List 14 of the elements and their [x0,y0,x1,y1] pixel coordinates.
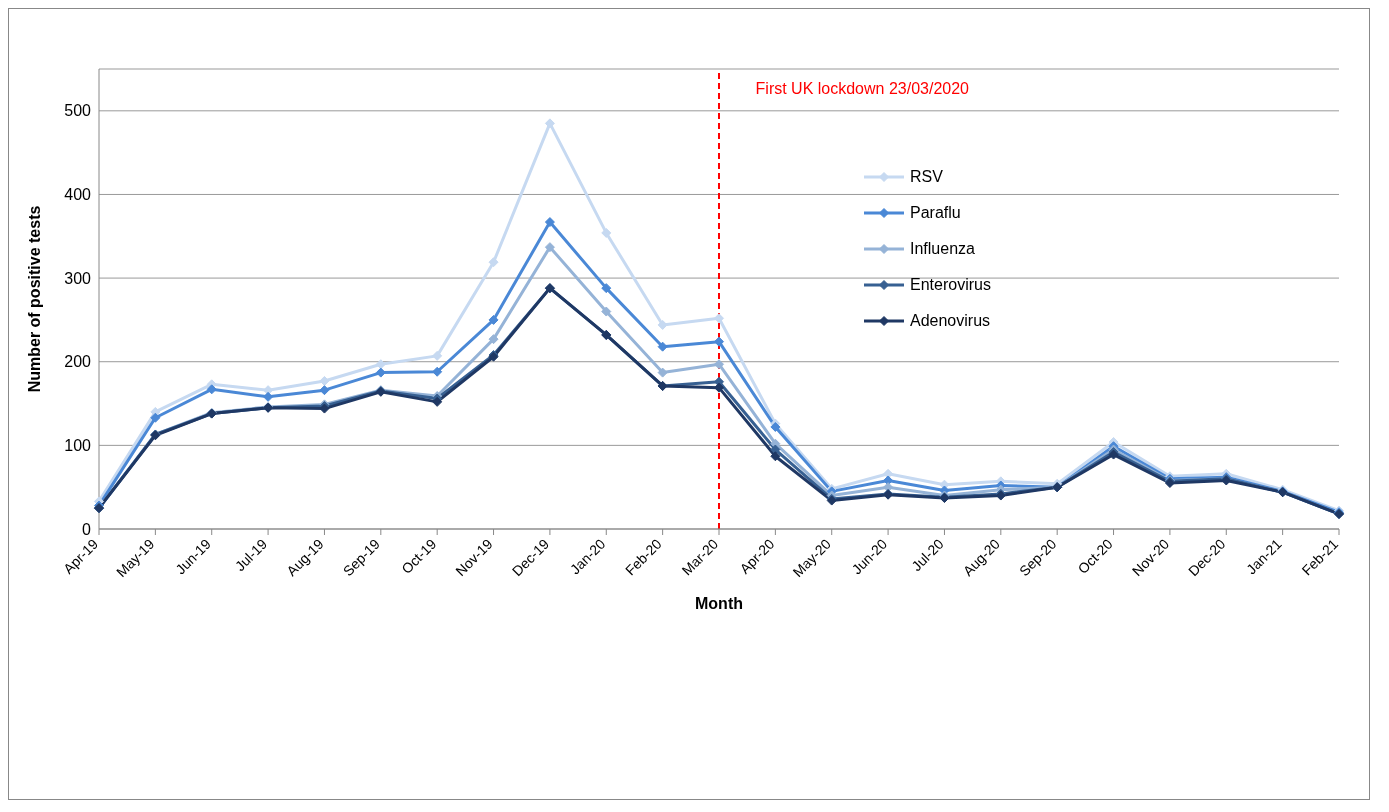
y-tick-label: 300 [64,269,92,287]
ref-line-label: First UK lockdown 23/03/2020 [755,80,970,98]
legend-label: Influenza [910,240,975,258]
legend-label: Adenovirus [910,312,991,330]
legend-label: RSV [910,168,943,186]
x-axis-title: Month [695,595,743,612]
legend-label: Paraflu [910,204,961,222]
y-tick-label: 200 [64,353,92,371]
y-tick-label: 400 [64,186,92,204]
y-tick-label: 0 [82,520,92,538]
y-tick-label: 100 [64,437,92,455]
legend-label: Enterovirus [910,276,991,294]
y-tick-label: 500 [64,102,92,120]
y-axis-title: Number of positive tests [25,205,43,393]
